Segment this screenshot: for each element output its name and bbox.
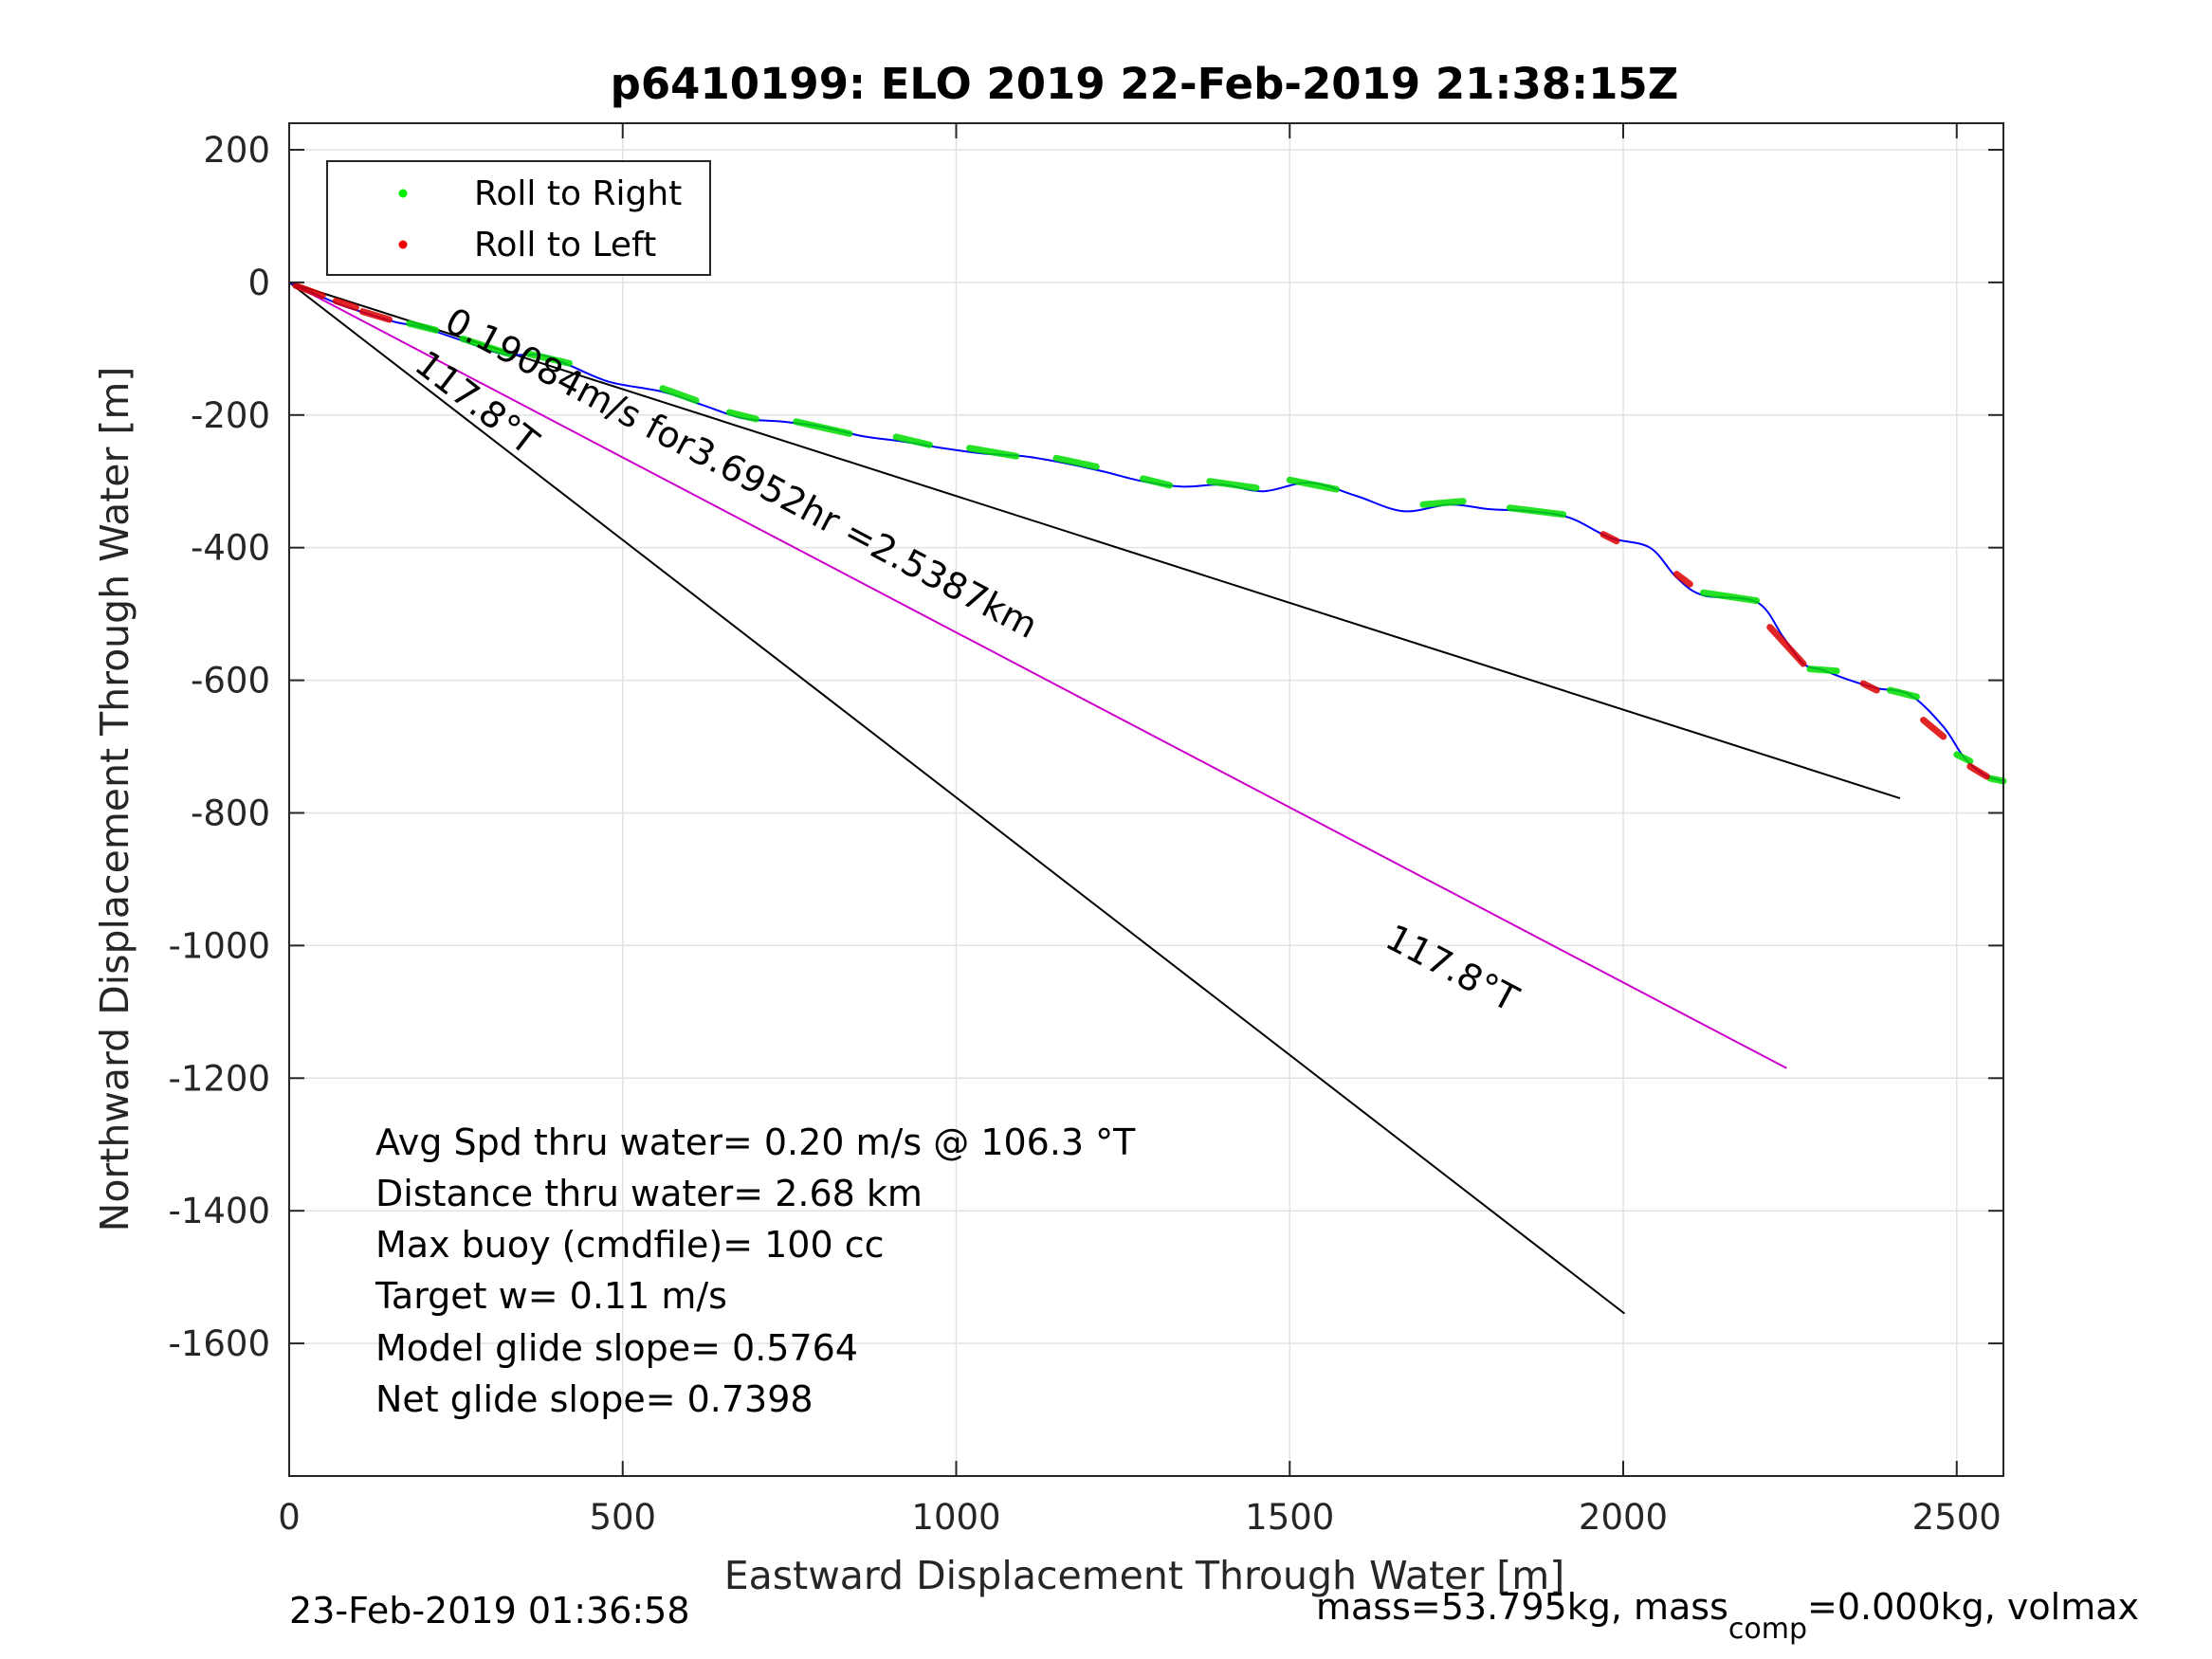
stats-annotations: Avg Spd thru water= 0.20 m/s @ 106.3 °T … bbox=[375, 1121, 1136, 1420]
x-tick-label-3: 1500 bbox=[1245, 1497, 1334, 1538]
roll-right-segment-12 bbox=[1419, 498, 1467, 508]
reference-lines bbox=[288, 281, 1901, 1315]
roll-left-segment-5 bbox=[1766, 624, 1807, 667]
annotation-model-glide: Model glide slope= 0.5764 bbox=[375, 1327, 858, 1369]
roll-markers bbox=[292, 282, 2007, 785]
roll-right-segment-9 bbox=[1139, 475, 1174, 489]
y-axis-label: Northward Displacement Through Water [m] bbox=[92, 367, 137, 1232]
footer-mass: mass=53.795kg, masscomp=0.000kg, volmax bbox=[1316, 1586, 2139, 1646]
annotation-distance: Distance thru water= 2.68 km bbox=[375, 1173, 923, 1214]
roll-right-segment-13 bbox=[1506, 504, 1567, 519]
roll-left-segment-6 bbox=[1859, 680, 1880, 694]
annotation-target-w: Target w= 0.11 m/s bbox=[375, 1275, 727, 1317]
footer-mass-suffix: =0.000kg, volmax bbox=[1807, 1586, 2139, 1628]
x-tick-labels: 0 500 1000 1500 2000 2500 bbox=[278, 1497, 2002, 1538]
legend-box bbox=[326, 160, 711, 276]
roll-right-segment-0 bbox=[406, 319, 440, 334]
annotation-net-glide: Net glide slope= 0.7398 bbox=[375, 1378, 814, 1420]
roll-right-segment-7 bbox=[966, 445, 1020, 460]
x-tick-label-5: 2500 bbox=[1912, 1497, 2002, 1538]
footer-mass-subscript: comp bbox=[1728, 1613, 1807, 1646]
y-tick-label-0: 200 bbox=[203, 130, 270, 171]
annotation-avg-speed: Avg Spd thru water= 0.20 m/s @ 106.3 °T bbox=[375, 1121, 1136, 1163]
roll-left-segment-1 bbox=[332, 297, 359, 311]
y-tick-label-1: 0 bbox=[247, 263, 270, 303]
roll-right-segment-8 bbox=[1052, 454, 1100, 470]
legend-label-roll-right: Roll to Right bbox=[474, 174, 682, 213]
roll-right-segment-6 bbox=[892, 433, 933, 448]
reference-line-net bbox=[288, 281, 1901, 800]
y-tick-label-7: -1200 bbox=[168, 1058, 270, 1099]
roll-left-segment-2 bbox=[358, 308, 393, 323]
roll-right-segment-5 bbox=[793, 418, 853, 437]
roll-right-segment-17 bbox=[1953, 751, 1974, 765]
roll-right-segment-16 bbox=[1886, 686, 1921, 701]
reference-line-heading bbox=[288, 281, 1787, 1069]
roll-right-segment-4 bbox=[725, 409, 759, 423]
roll-left-segment-3 bbox=[1600, 531, 1620, 545]
y-tick-labels: 200 0 -200 -400 -600 -800 -1000 -1200 -1400 -1600 bbox=[168, 130, 270, 1364]
x-tick-label-4: 2000 bbox=[1579, 1497, 1668, 1538]
y-tick-label-4: -600 bbox=[191, 661, 270, 702]
x-tick-label-2: 1000 bbox=[911, 1497, 1000, 1538]
x-tick-label-0: 0 bbox=[278, 1497, 301, 1538]
roll-right-segment-18 bbox=[1986, 775, 2007, 785]
y-tick-label-3: -400 bbox=[191, 528, 270, 569]
roll-left-segment-8 bbox=[1966, 763, 1990, 780]
roll-right-segment-2 bbox=[525, 350, 573, 367]
legend-label-roll-left: Roll to Left bbox=[474, 226, 656, 264]
reference-line-heading-black bbox=[288, 282, 1626, 1315]
legend-marker-roll-right bbox=[398, 189, 408, 198]
roll-right-segment-14 bbox=[1699, 589, 1761, 605]
roll-left-segment-7 bbox=[1920, 717, 1947, 740]
axis-ticks bbox=[288, 123, 2003, 1476]
roll-right-segment-11 bbox=[1286, 476, 1340, 493]
footer-timestamp: 23-Feb-2019 01:36:58 bbox=[289, 1590, 690, 1632]
roll-right-segment-15 bbox=[1806, 665, 1840, 675]
legend: Roll to Right Roll to Left bbox=[326, 160, 711, 276]
chart-title: p6410199: ELO 2019 22-Feb-2019 21:38:15Z bbox=[611, 59, 1679, 109]
annotation-max-buoy: Max buoy (cmdfile)= 100 cc bbox=[375, 1224, 885, 1266]
y-tick-label-9: -1600 bbox=[168, 1323, 270, 1364]
roll-left-segment-0 bbox=[292, 282, 326, 300]
roll-left-segment-4 bbox=[1673, 571, 1693, 588]
roll-right-segment-10 bbox=[1206, 478, 1260, 492]
footer-mass-prefix: mass=53.795kg, mass bbox=[1316, 1586, 1728, 1628]
y-tick-label-6: -1000 bbox=[168, 925, 270, 966]
plot-frame bbox=[288, 122, 2004, 1477]
grid-lines bbox=[288, 123, 2003, 1476]
x-axis-label: Eastward Displacement Through Water [m] bbox=[724, 1553, 1564, 1598]
y-tick-label-2: -200 bbox=[191, 395, 270, 436]
y-tick-label-5: -800 bbox=[191, 793, 270, 833]
plot-area bbox=[289, 123, 2003, 1476]
x-tick-label-1: 500 bbox=[589, 1497, 656, 1538]
legend-marker-roll-left bbox=[398, 240, 408, 249]
roll-right-segment-3 bbox=[659, 385, 700, 404]
y-tick-label-8: -1400 bbox=[168, 1191, 270, 1231]
roll-right-segment-1 bbox=[459, 335, 513, 357]
